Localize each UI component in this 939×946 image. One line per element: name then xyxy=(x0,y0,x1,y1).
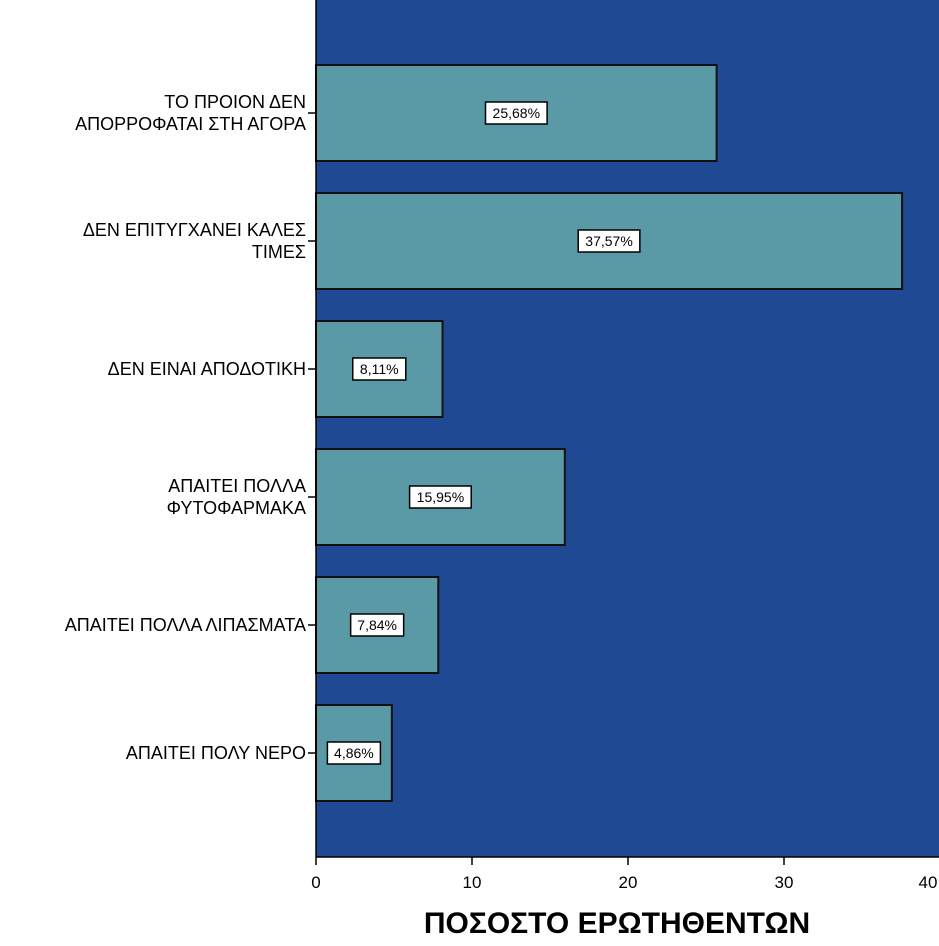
x-tick-label: 30 xyxy=(775,873,794,892)
data-label: 37,57% xyxy=(585,233,632,249)
category-label: ΑΠΑΙΤΕΙ ΠΟΛΛΑ ΛΙΠΑΣΜΑΤΑ xyxy=(65,615,306,635)
category-label: ΑΠΟΡΡΟΦΑΤΑΙ ΣΤΗ ΑΓΟΡΑ xyxy=(75,114,306,134)
x-tick-label: 40 xyxy=(919,873,938,892)
category-label: ΤΙΜΕΣ xyxy=(252,242,306,262)
data-label: 4,86% xyxy=(334,745,374,761)
category-label: ΔΕΝ ΕΠΙΤΥΓΧΑΝΕΙ ΚΑΛΕΣ xyxy=(83,220,306,240)
x-tick-label: 10 xyxy=(463,873,482,892)
category-label: ΑΠΑΙΤΕΙ ΠΟΛΛΑ xyxy=(168,476,306,496)
data-label-box xyxy=(408,485,472,509)
data-label: 8,11% xyxy=(360,361,399,377)
x-tick-label: 0 xyxy=(311,873,320,892)
data-label-box xyxy=(326,741,382,765)
data-label-box xyxy=(352,357,407,381)
category-label: ΦΥΤΟΦΑΡΜΑΚΑ xyxy=(167,498,306,518)
category-label: ΑΠΑΙΤΕΙ ΠΟΛΥ ΝΕΡΟ xyxy=(126,743,306,763)
data-label: 15,95% xyxy=(417,489,464,505)
category-label: ΤΟ ΠΡΟΙΟΝ ΔΕΝ xyxy=(164,92,306,112)
data-label-box xyxy=(484,101,548,125)
x-ticks-layer: 0 10 20 30 40 xyxy=(311,857,938,892)
data-label: 7,84% xyxy=(357,617,397,633)
data-label: 25,68% xyxy=(493,105,540,121)
data-label-box xyxy=(349,613,405,637)
x-tick-label: 20 xyxy=(619,873,638,892)
data-label-box xyxy=(577,229,641,253)
category-label: ΔΕΝ ΕΙΝΑΙ ΑΠΟΔΟΤΙΚΗ xyxy=(108,359,306,379)
x-axis-title: ΠΟΣΟΣΤΟ ΕΡΩΤΗΘΕΝΤΩΝ xyxy=(424,907,810,940)
bars-layer: 25,68% 37,57% 8,11% 15,95% 7,84% 4,86% xyxy=(315,64,904,802)
